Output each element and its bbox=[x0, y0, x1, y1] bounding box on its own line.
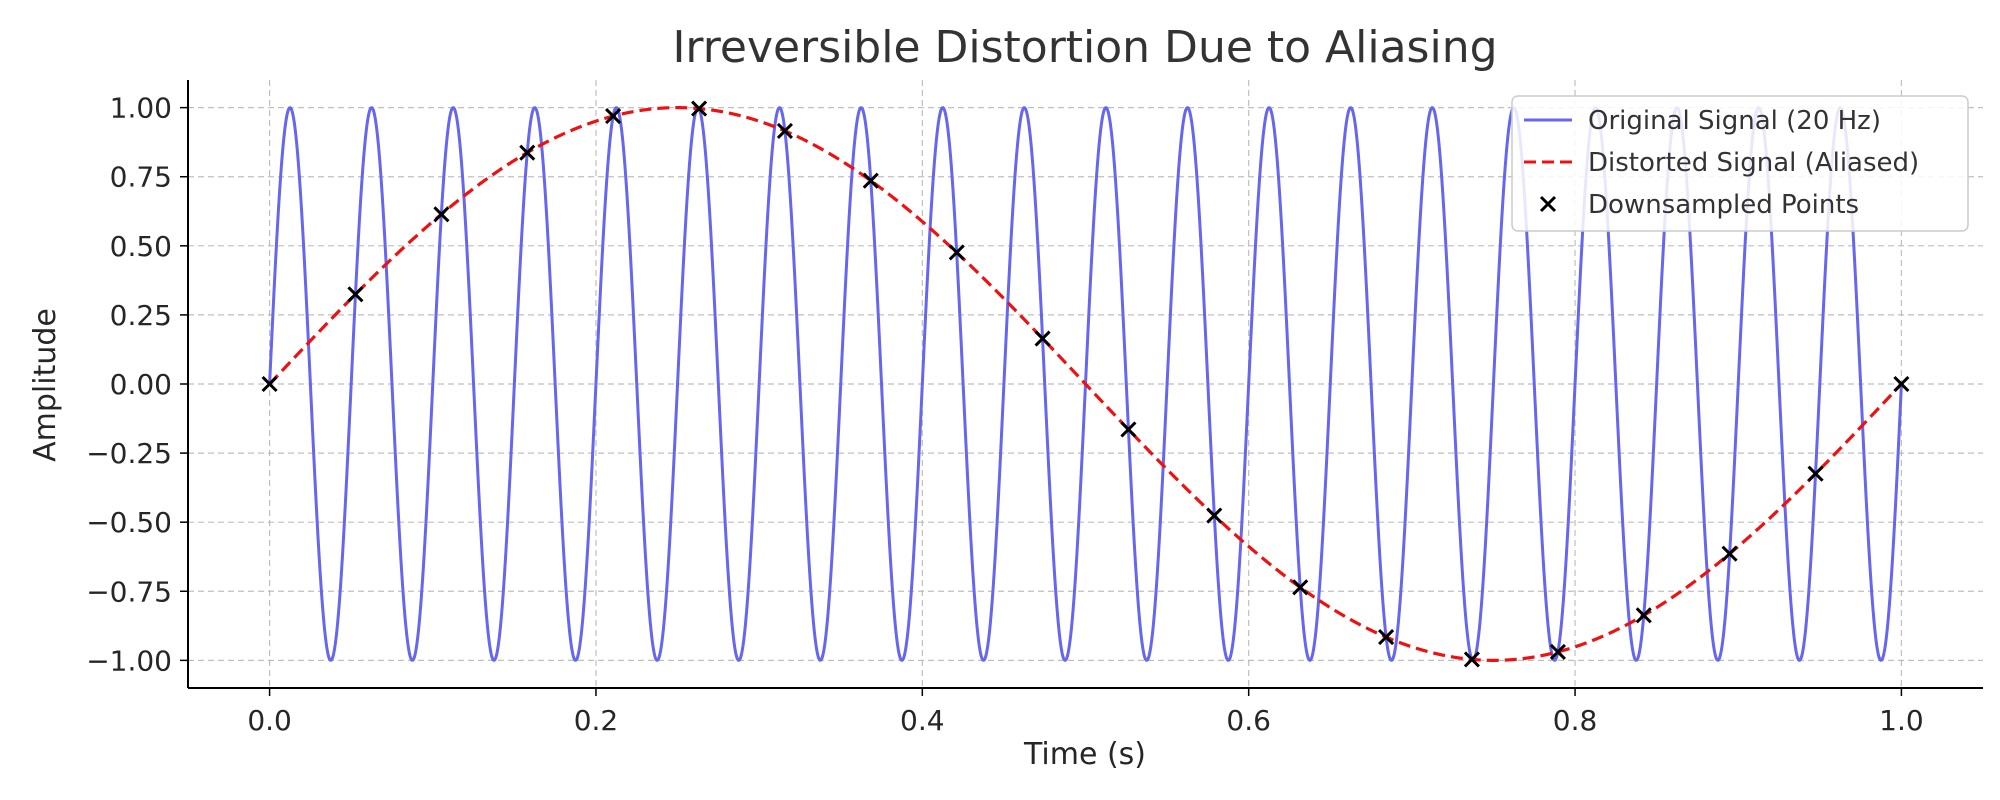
y-tick-label-3: 0.25 bbox=[110, 299, 172, 332]
series-scatter-2 bbox=[261, 100, 1910, 668]
ticks-layer: 0.0 0.2 0.4 0.6 0.8 1.0 1.00 0.75 0.50 0.25 0.00 −0… bbox=[86, 92, 1923, 737]
y-tick-label-1: 0.75 bbox=[110, 161, 172, 194]
scatter-point-19 bbox=[1893, 375, 1910, 393]
legend: Original Signal (20 Hz) Distorted Signal … bbox=[1511, 95, 1969, 232]
x-tick-label-5: 1.0 bbox=[1879, 704, 1924, 737]
scatter-point-10 bbox=[1120, 421, 1137, 438]
legend-label-1: Distorted Signal (Aliased) bbox=[1588, 148, 1919, 178]
scatter-point-0 bbox=[261, 375, 278, 393]
scatter-point-17 bbox=[1721, 545, 1738, 562]
scatter-point-4 bbox=[605, 108, 622, 125]
scatter-point-18 bbox=[1807, 465, 1824, 482]
scatter-point-1 bbox=[347, 286, 364, 303]
scatter-point-14 bbox=[1463, 651, 1480, 668]
x-tick-label-3: 0.6 bbox=[1226, 704, 1271, 737]
y-tick-label-6: −0.50 bbox=[86, 506, 172, 539]
scatter-point-11 bbox=[1206, 507, 1223, 524]
scatter-point-12 bbox=[1292, 579, 1309, 596]
y-tick-label-8: −1.00 bbox=[86, 644, 172, 677]
scatter-point-2 bbox=[433, 206, 450, 223]
x-axis-label: Time (s) bbox=[1023, 737, 1146, 772]
series-line-1 bbox=[268, 106, 1903, 662]
legend-swatch-2 bbox=[1539, 195, 1557, 213]
x-tick-label-0: 0.0 bbox=[247, 704, 292, 737]
legend-label-0: Original Signal (20 Hz) bbox=[1588, 106, 1881, 136]
scatter-point-5 bbox=[691, 100, 708, 117]
scatter-point-15 bbox=[1549, 643, 1566, 660]
scatter-point-3 bbox=[519, 144, 536, 161]
scatter-point-16 bbox=[1635, 607, 1652, 624]
y-tick-label-7: −0.75 bbox=[86, 575, 172, 608]
x-tick-label-2: 0.4 bbox=[900, 704, 945, 737]
x-tick-label-4: 0.8 bbox=[1553, 704, 1598, 737]
y-tick-label-4: 0.00 bbox=[110, 368, 172, 401]
y-tick-label-5: −0.25 bbox=[86, 437, 172, 470]
chart-title: Irreversible Distortion Due to Aliasing bbox=[672, 22, 1497, 73]
y-axis-label: Amplitude bbox=[28, 308, 63, 462]
scatter-point-8 bbox=[948, 244, 965, 261]
scatter-point-9 bbox=[1034, 330, 1051, 347]
series-layer bbox=[261, 100, 1910, 668]
scatter-point-7 bbox=[862, 172, 879, 189]
legend-box bbox=[1511, 95, 1969, 232]
x-tick-label-1: 0.2 bbox=[574, 704, 619, 737]
scatter-point-6 bbox=[776, 122, 793, 139]
y-tick-label-2: 0.50 bbox=[110, 230, 172, 263]
legend-label-2: Downsampled Points bbox=[1588, 190, 1859, 220]
scatter-point-13 bbox=[1378, 629, 1395, 646]
y-tick-label-0: 1.00 bbox=[110, 92, 172, 125]
